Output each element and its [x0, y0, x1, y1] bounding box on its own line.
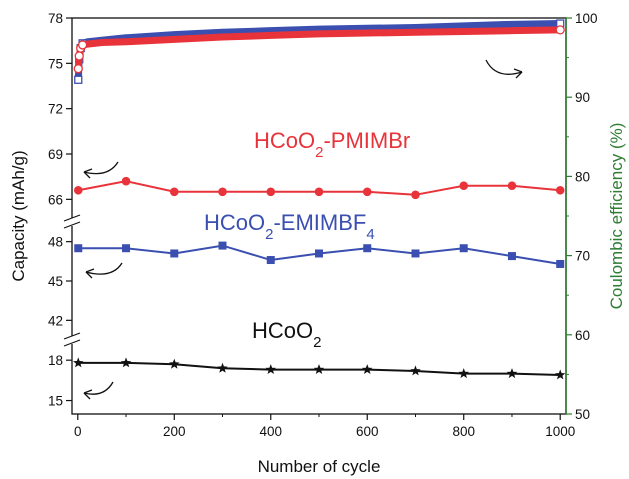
data-point [73, 185, 83, 195]
arrow-left-emimbf4 [85, 262, 123, 275]
data-point [555, 25, 565, 35]
data-point [556, 259, 565, 268]
y-tick-label: 18 [48, 353, 63, 368]
arrow-left-pmimbr-head [83, 168, 93, 179]
series-label-pmimbr: HCoO2-PMIMBr [254, 128, 410, 161]
arrow-left-pmimbr [83, 161, 119, 175]
series-2 [73, 357, 566, 380]
y-tick-label: 45 [48, 274, 63, 289]
data-point [169, 358, 180, 369]
arrow-left-hcoo2-head [83, 389, 93, 400]
data-point [266, 256, 275, 265]
axis-break-mark [63, 214, 81, 222]
y-tick-label: 66 [48, 192, 63, 207]
data-point [555, 369, 566, 380]
series-label-emimbf4: HCoO2-EMIMBF4 [204, 210, 375, 243]
y-tick-label: 48 [48, 235, 63, 250]
x-tick-label: 1000 [545, 424, 575, 439]
x-tick-label: 400 [259, 424, 282, 439]
data-point [217, 362, 228, 373]
axis-break-mark [63, 339, 81, 347]
x-tick-label: 200 [163, 424, 186, 439]
y-tick-label: 42 [48, 313, 63, 328]
y-tick-label: 78 [48, 11, 63, 26]
data-point [77, 40, 88, 50]
y2-tick-label: 50 [575, 407, 590, 422]
data-point [363, 244, 372, 253]
data-point [507, 252, 516, 261]
arrow-right-ce [485, 59, 523, 75]
x-tick-label: 0 [74, 424, 82, 439]
data-point [459, 181, 469, 191]
right-axis: 50 60 70 80 90 100 [565, 11, 598, 422]
data-point [120, 357, 132, 368]
series-0 [73, 176, 565, 200]
data-point [362, 364, 373, 374]
annotation-layer: HCoO2-PMIMBr HCoO2-EMIMBF4 HCoO2 [83, 59, 523, 400]
data-point [73, 64, 83, 74]
axis-break-gap [64, 218, 80, 226]
data-point [410, 365, 421, 376]
x-axis-label: Number of cycle [258, 457, 381, 476]
data-point [218, 241, 227, 250]
data-point [122, 244, 131, 253]
y-tick-label: 69 [48, 147, 63, 162]
data-point [266, 187, 276, 197]
data-point [74, 75, 83, 84]
data-point [459, 244, 468, 253]
y2-tick-label: 60 [575, 328, 590, 343]
data-point [218, 187, 227, 197]
y2-tick-label: 70 [575, 249, 590, 264]
arrow-right-ce-head [513, 68, 523, 79]
data-point [265, 364, 276, 374]
y-tick-label: 72 [48, 102, 63, 117]
data-point [313, 364, 325, 374]
data-point [555, 185, 565, 195]
series-4 [73, 25, 565, 74]
data-point [315, 249, 323, 258]
bottom-axis: 0 200 400 600 800 1000 [74, 414, 575, 439]
y2-tick-label: 100 [575, 11, 598, 26]
data-point [73, 357, 84, 368]
axis-break-gap [64, 336, 80, 344]
data-point [411, 249, 420, 258]
data-point [411, 190, 420, 200]
data-point [121, 176, 131, 186]
data-point [458, 368, 469, 379]
series-1 [74, 241, 565, 268]
y-tick-label: 75 [48, 56, 63, 71]
y2-tick-label: 80 [575, 169, 590, 184]
data-point [507, 181, 517, 191]
data-point [169, 187, 179, 197]
x-tick-label: 800 [452, 424, 475, 439]
arrow-left-hcoo2 [83, 381, 114, 395]
left-axis: 15 18 42 45 48 66 69 72 75 78 [48, 11, 81, 409]
data-point [506, 368, 518, 379]
y2-tick-label: 90 [575, 90, 590, 105]
axis-break-mark [63, 332, 81, 340]
data-point [74, 244, 83, 253]
data-point [74, 51, 84, 61]
y-tick-label: 15 [48, 394, 63, 409]
data-point [170, 249, 179, 258]
series-layer [73, 19, 566, 380]
data-point [362, 187, 372, 197]
arrow-left-emimbf4-head [85, 268, 95, 279]
data-point [314, 187, 324, 197]
y2-axis-label: Coulombic efficiency (%) [607, 123, 626, 310]
y-axis-label: Capacity (mAh/g) [9, 150, 28, 281]
series-label-hcoo2: HCoO2 [252, 318, 321, 351]
axis-break-mark [63, 221, 81, 229]
x-tick-label: 600 [356, 424, 379, 439]
